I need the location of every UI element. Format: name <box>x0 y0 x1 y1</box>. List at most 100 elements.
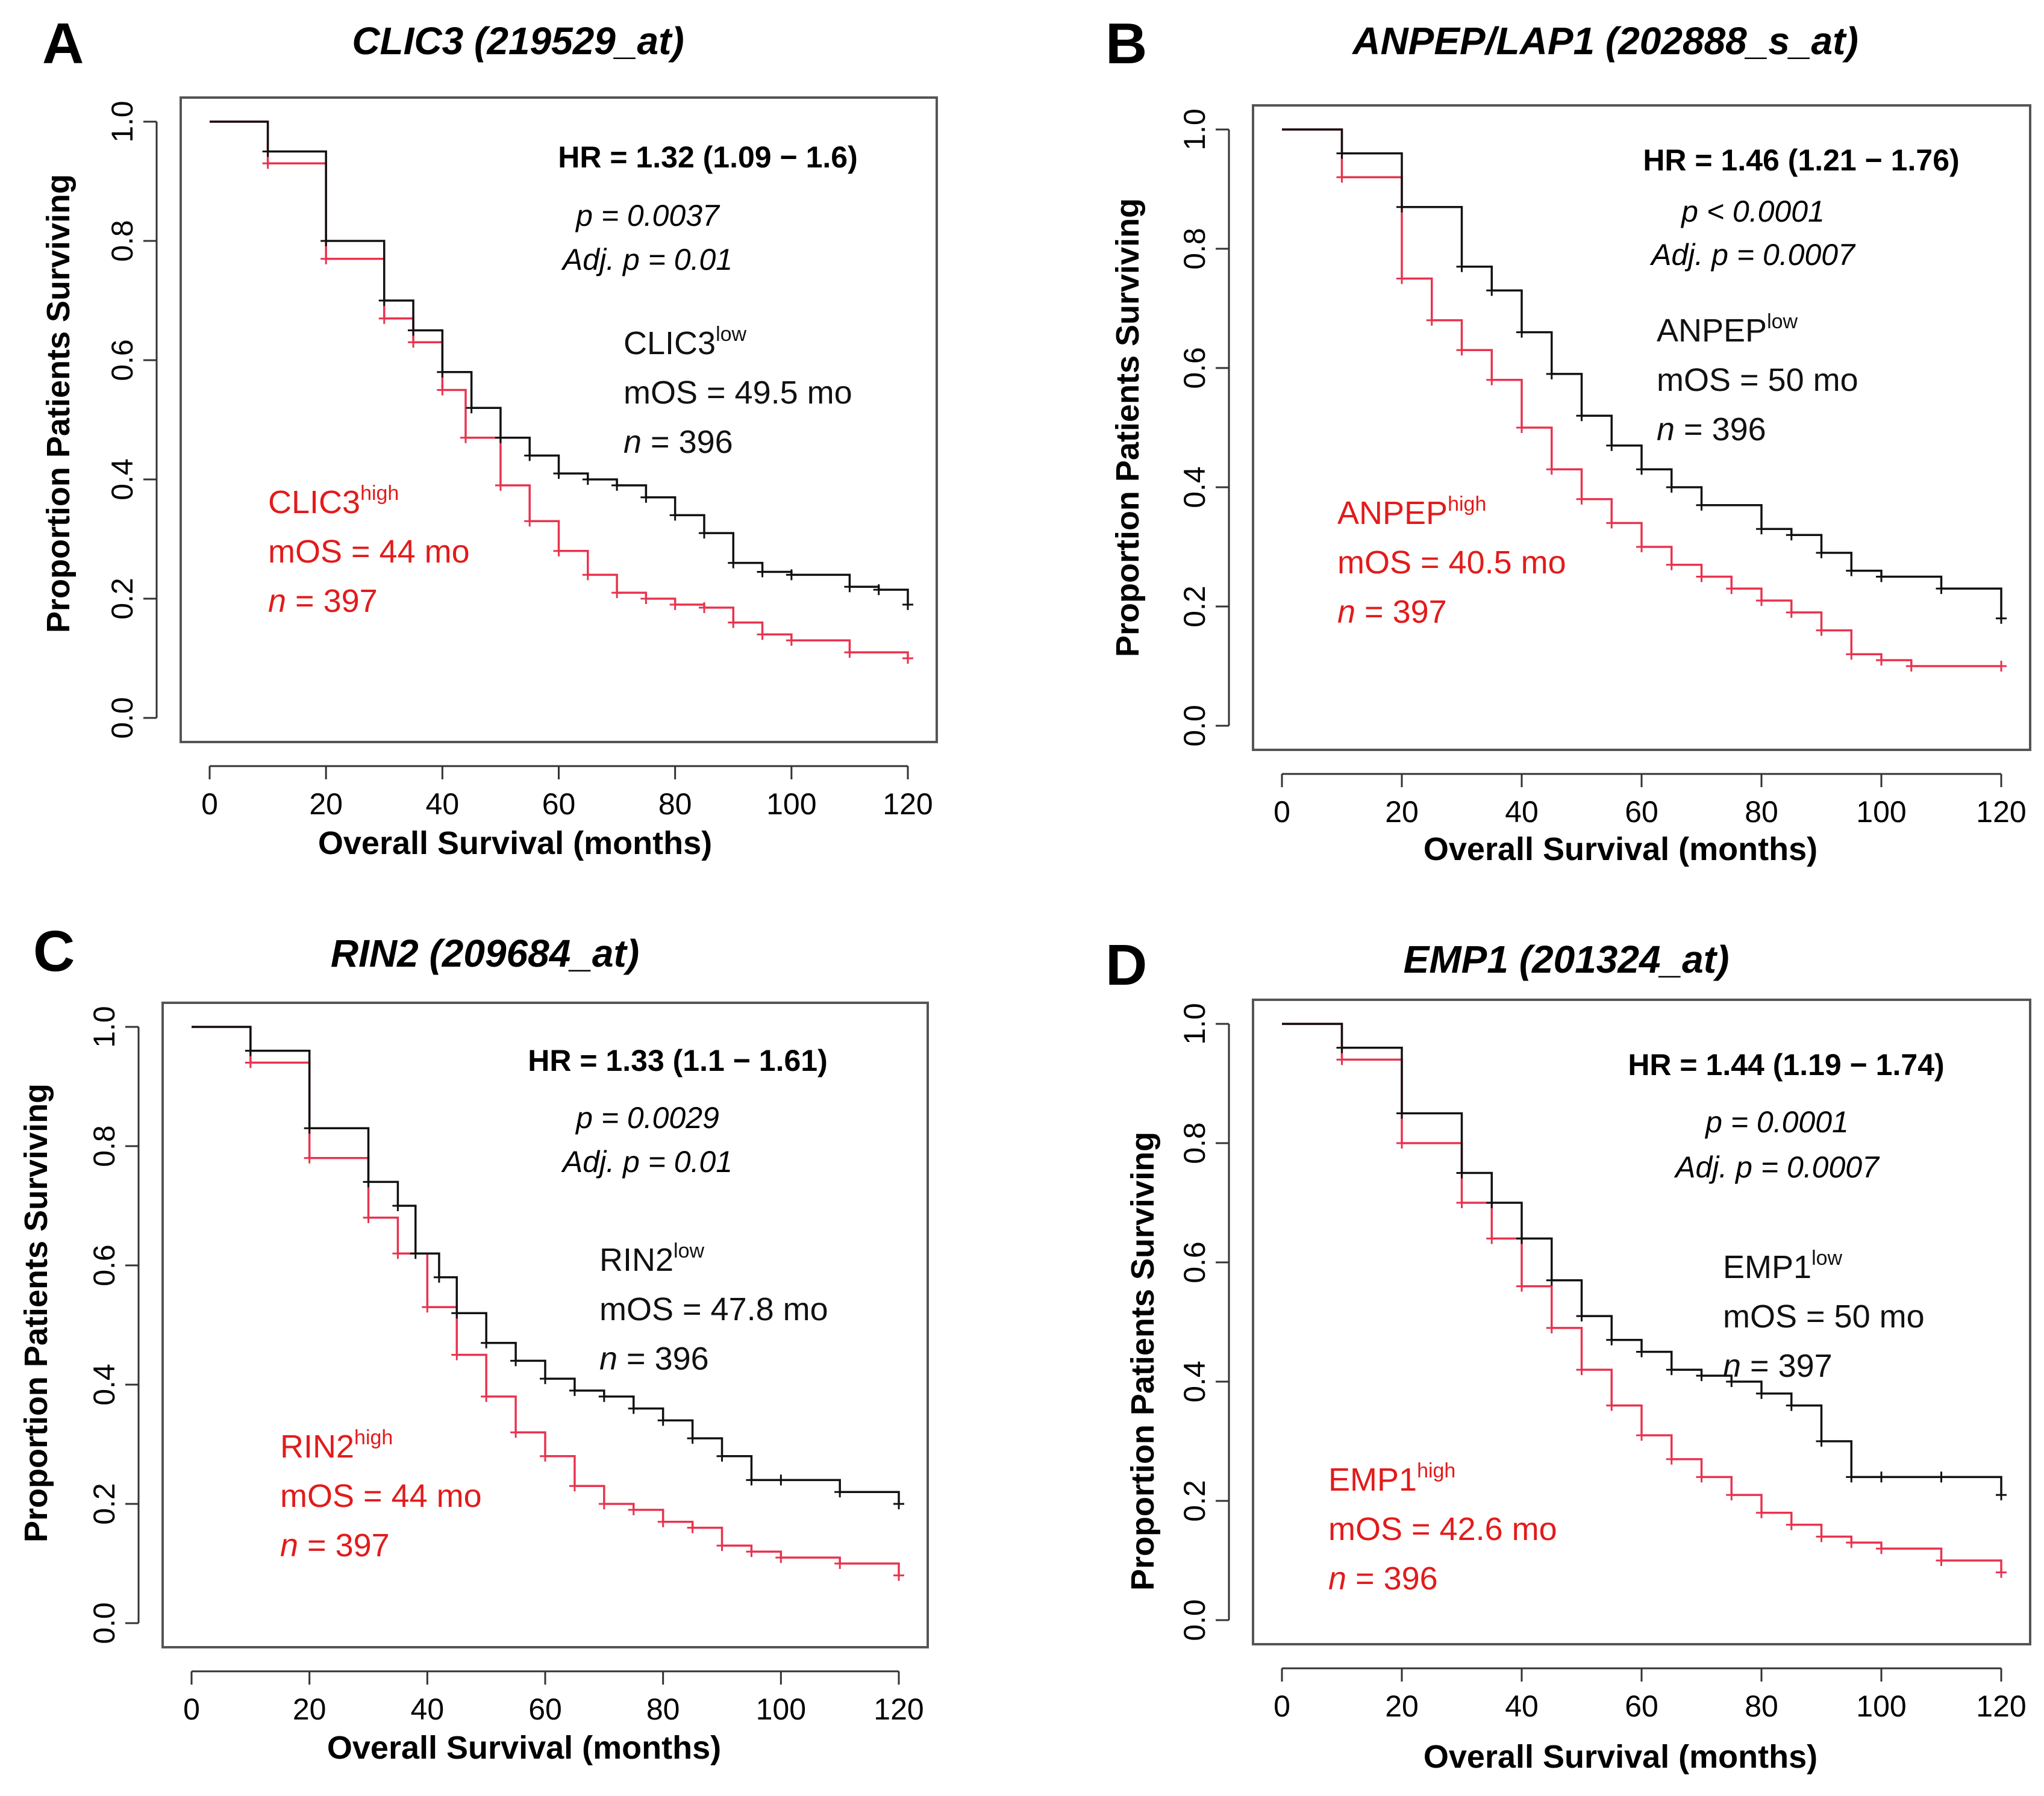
censor-mark-low <box>873 584 884 596</box>
y-axis-label: Proportion Patients Surviving <box>1125 1132 1161 1591</box>
censor-mark-high <box>510 1427 522 1438</box>
censor-mark-high <box>1546 464 1557 475</box>
censor-mark-high <box>1516 1280 1527 1292</box>
censor-mark-high <box>893 1570 904 1581</box>
y-tick-label: 0.2 <box>1178 1480 1211 1522</box>
censor-mark-low <box>728 557 739 569</box>
x-tick-label: 60 <box>528 1692 562 1726</box>
censor-mark-low <box>1936 583 1947 594</box>
censor-mark-high <box>716 1540 728 1551</box>
group-median-os-low: mOS = 47.8 mo <box>599 1291 828 1327</box>
group-median-os-high: mOS = 44 mo <box>280 1478 482 1514</box>
group-superscript: high <box>1448 493 1486 516</box>
censor-mark-high <box>1546 1322 1557 1333</box>
censor-mark-low <box>410 1248 421 1259</box>
x-tick-label: 60 <box>1625 795 1658 829</box>
x-tick-label: 120 <box>1976 795 2026 829</box>
censor-mark-low <box>611 479 623 491</box>
adjusted-p-value: Adj. p = 0.01 <box>561 243 733 276</box>
censor-mark-high <box>1936 1555 1947 1566</box>
censor-mark-low <box>1786 1400 1797 1411</box>
censor-mark-high <box>1576 1364 1587 1376</box>
censor-mark-high <box>320 253 332 264</box>
censor-mark-low <box>1456 261 1467 272</box>
censor-mark-high <box>1816 1531 1827 1542</box>
censor-mark-high <box>687 1522 698 1533</box>
censor-mark-high <box>1846 1537 1857 1548</box>
censor-mark-high <box>1336 1054 1348 1065</box>
chart-panel-d: D EMP1 (201324_at) 0 20 40 60 80 100 120 Overall … <box>1105 933 2031 1775</box>
group-n-low: n = 396 <box>624 424 733 460</box>
x-tick-label: 100 <box>766 787 816 821</box>
x-tick-label: 20 <box>1385 1689 1419 1723</box>
group-label-high: EMP1high <box>1328 1459 1455 1498</box>
censor-mark-high <box>746 1546 757 1557</box>
group-gene-name: EMP1 <box>1328 1462 1417 1498</box>
plot-frame <box>1252 104 2031 751</box>
censor-mark-low <box>378 295 390 306</box>
censor-mark-low <box>524 450 536 461</box>
plot-frame <box>1252 999 2031 1645</box>
censor-mark-high <box>422 1302 433 1313</box>
group-superscript: low <box>1811 1247 1842 1270</box>
censor-mark-high <box>451 1349 463 1361</box>
y-tick-label: 1.0 <box>1178 108 1211 151</box>
censor-mark-low <box>1786 529 1797 541</box>
censor-mark-high <box>524 516 536 527</box>
censor-mark-low <box>466 402 477 414</box>
censor-mark-high <box>1696 1471 1707 1483</box>
censor-mark-low <box>320 235 332 246</box>
censor-mark-low <box>1606 440 1617 451</box>
censor-mark-high <box>728 617 739 628</box>
censor-mark-high <box>1996 1567 2007 1578</box>
censor-mark-low <box>669 510 681 521</box>
hazard-ratio: HR = 1.46 (1.21 − 1.76) <box>1643 143 1959 177</box>
group-superscript: high <box>1417 1459 1455 1482</box>
censor-mark-low <box>1696 1370 1707 1382</box>
censor-mark-high <box>1905 661 1917 672</box>
censor-mark-low <box>1666 1364 1677 1376</box>
censor-mark-high <box>1516 422 1527 433</box>
x-tick-label: 100 <box>1856 795 1906 829</box>
group-gene-name: EMP1 <box>1723 1249 1811 1285</box>
censor-mark-low <box>834 1486 846 1498</box>
censor-mark-low <box>716 1450 728 1462</box>
censor-mark-low <box>1396 201 1407 213</box>
x-axis-label: Overall Survival (months) <box>1424 1739 1817 1775</box>
censor-mark-low <box>1576 410 1587 422</box>
censor-mark-low <box>775 1474 787 1486</box>
censor-mark-high <box>640 593 652 604</box>
x-tick-label: 120 <box>883 787 933 821</box>
censor-mark-low <box>304 1123 315 1134</box>
panel-letter: C <box>33 919 75 984</box>
censor-mark-high <box>1876 1543 1887 1554</box>
group-n-symbol: n <box>280 1527 298 1564</box>
censor-mark-high <box>1786 606 1797 618</box>
x-tick-label: 100 <box>756 1692 806 1726</box>
censor-mark-high <box>844 647 855 658</box>
chart-title: CLIC3 (219529_at) <box>352 19 684 63</box>
group-label-low: ANPEPlow <box>1657 310 1798 349</box>
hazard-ratio: HR = 1.32 (1.09 − 1.6) <box>558 140 858 174</box>
censor-mark-high <box>1486 1233 1498 1244</box>
censor-mark-high <box>1996 661 2007 672</box>
group-n-symbol: n <box>1657 411 1675 447</box>
censor-mark-high <box>786 635 797 646</box>
group-label-high: CLIC3high <box>268 482 399 520</box>
censor-mark-low <box>1876 571 1887 582</box>
censor-mark-high <box>757 629 768 640</box>
censor-mark-high <box>1456 1197 1467 1208</box>
censor-mark-high <box>304 1152 315 1164</box>
censor-mark-low <box>569 1385 580 1396</box>
x-tick-label: 40 <box>411 1692 445 1726</box>
group-n-low: n = 396 <box>1657 411 1766 447</box>
censor-mark-high <box>657 1516 669 1527</box>
censor-mark-low <box>433 1271 445 1283</box>
censor-mark-high <box>495 479 506 491</box>
group-superscript: low <box>716 323 746 346</box>
censor-mark-high <box>669 599 681 610</box>
group-median-os-high: mOS = 40.5 mo <box>1337 544 1566 581</box>
group-superscript: low <box>674 1239 704 1262</box>
censor-mark-low <box>746 1474 757 1486</box>
group-gene-name: RIN2 <box>599 1242 674 1278</box>
